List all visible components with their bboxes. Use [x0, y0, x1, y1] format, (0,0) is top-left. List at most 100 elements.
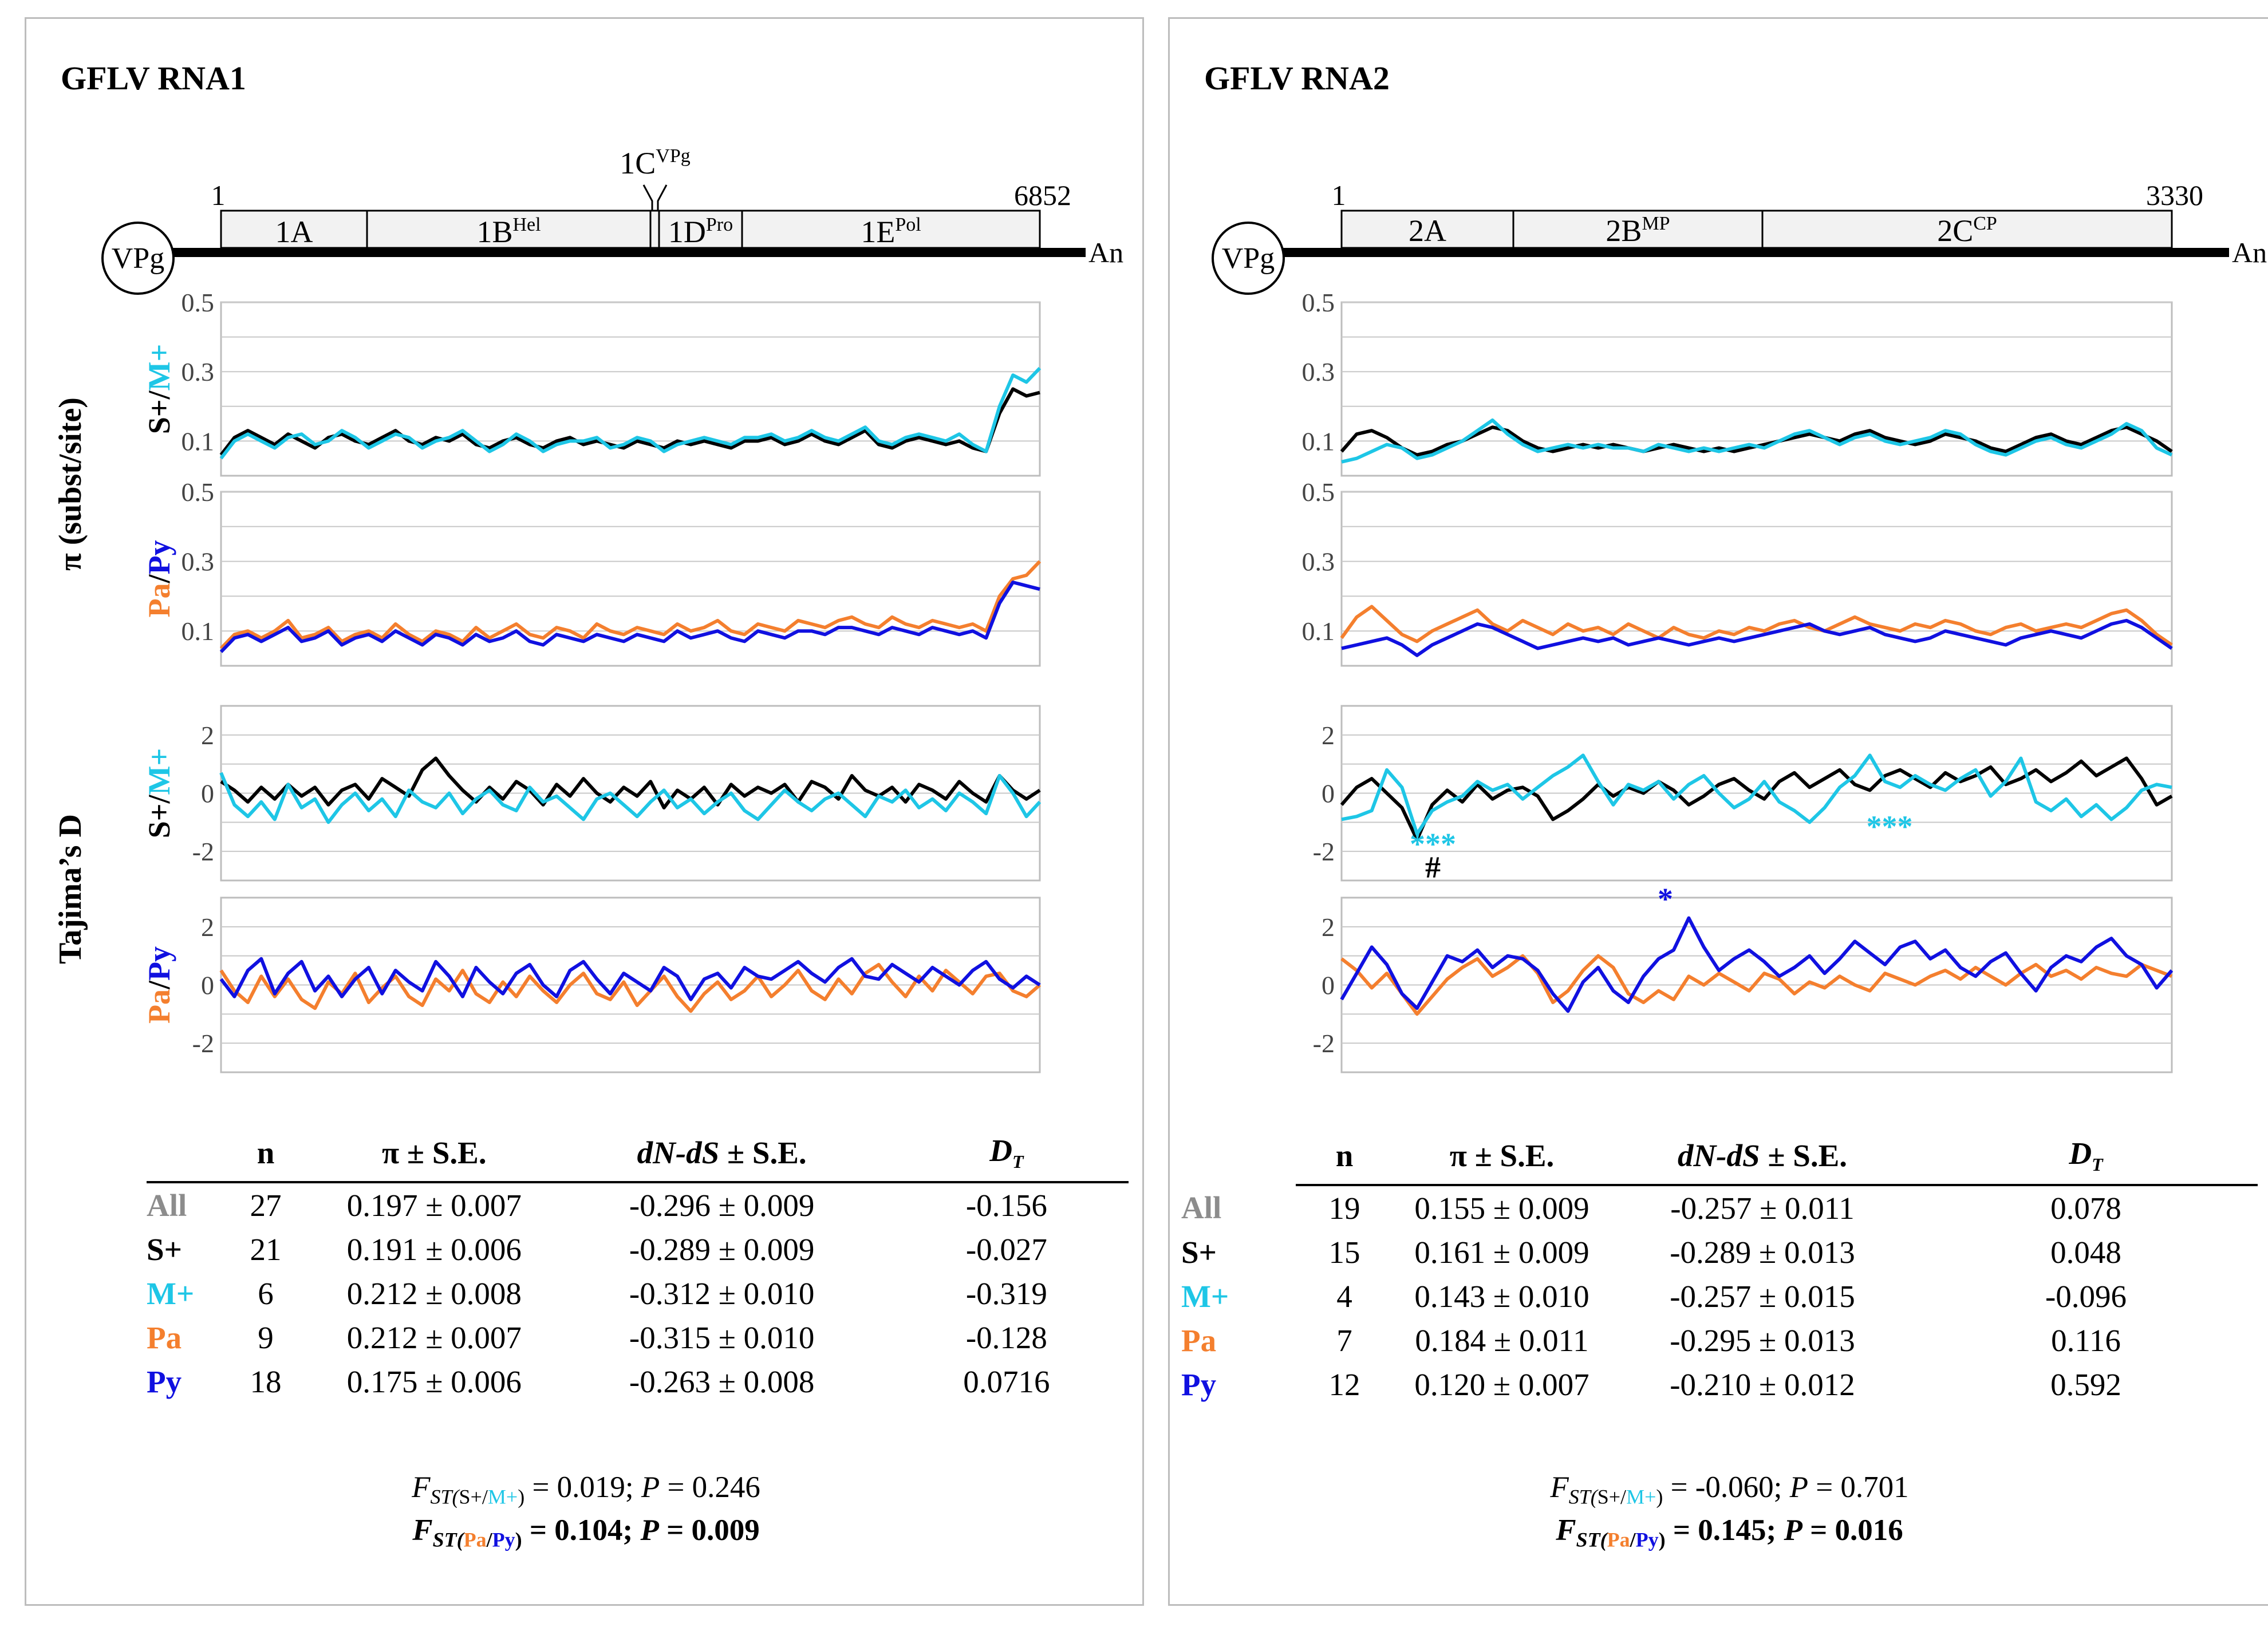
group-label: All [1181, 1190, 1222, 1225]
series-line-py [1341, 619, 2173, 657]
stats-table: n π ± S.E. dN-dS ± S.E. DT All 19 0.155 ± … [1181, 1127, 2258, 1407]
plot-frame [1340, 301, 2173, 477]
table-header-n: n [1296, 1127, 1393, 1186]
table-row: Py 18 0.175 ± 0.006 -0.263 ± 0.008 0.0716 [147, 1360, 1129, 1404]
cell-pi: 0.175 ± 0.006 [346, 1364, 522, 1399]
table-header-pi: π ± S.E. [309, 1124, 559, 1183]
fst-part-slash: / [1630, 1528, 1636, 1551]
table-header-dnds: dN-dS ± S.E. [1611, 1127, 1914, 1186]
cell-dnds: -0.312 ± 0.010 [629, 1276, 815, 1311]
vpg-label: VPg [112, 242, 164, 275]
cell-n: 4 [1336, 1279, 1352, 1314]
fst-part-pair-b: M+ [1626, 1485, 1656, 1508]
row-label: Pa/Py [142, 946, 176, 1024]
y-tick-label: 2 [1322, 913, 1335, 942]
cell-n: 27 [250, 1188, 282, 1223]
y-tick-label: 2 [1322, 721, 1335, 750]
y-tick-label: 0.3 [182, 357, 215, 386]
fst-line-s-m: FST(S+/M+) = 0.019; P = 0.246 [26, 1470, 1146, 1509]
y-tick-label: -2 [1313, 1029, 1335, 1058]
vpg-circle [1212, 222, 1285, 295]
fst-part-p-label: P [641, 1471, 660, 1504]
fst-part-pair-a: S+ [459, 1485, 482, 1508]
fst-part-value: = -0.060; [1663, 1471, 1790, 1504]
row-label: Pa/Py [142, 540, 176, 617]
cell-pi: 0.161 ± 0.009 [1414, 1235, 1589, 1270]
y-tick-label: -2 [192, 1029, 214, 1058]
cell-n: 21 [250, 1232, 282, 1267]
fst-part-sub-b: ) [1658, 1528, 1666, 1551]
significance-marker: # [1425, 850, 1441, 884]
y-tick-label: 0.5 [182, 477, 215, 507]
series-line-py [219, 957, 1041, 1001]
series-line-mplus [219, 367, 1042, 460]
plot-frame [220, 301, 1041, 477]
fst-part-p-label: P [1789, 1471, 1809, 1504]
y-tick-label: 0.3 [182, 547, 215, 576]
y-tick-label: 0.1 [182, 427, 215, 456]
plot-row: 2 0 -2 [192, 897, 1041, 1073]
y-tick-label: 0.5 [1302, 477, 1335, 507]
group-label: S+ [147, 1232, 182, 1267]
segment-label: 1A [275, 215, 313, 249]
fst-part-value: = 0.104; [522, 1514, 641, 1547]
series-line-mplus [219, 772, 1042, 824]
table-row: All 19 0.155 ± 0.009 -0.257 ± 0.011 0.078 [1181, 1185, 2258, 1230]
plot-row: 0.5 0.3 0.1 [182, 288, 1042, 477]
y-tick-label: -2 [192, 837, 214, 866]
cell-dt: 0.078 [2050, 1191, 2121, 1226]
y-tick-label: 0 [201, 779, 214, 808]
plot-row: 0.5 0.3 0.1 [1302, 288, 2173, 477]
y-tick-label: 0.1 [182, 617, 215, 646]
table-row: M+ 4 0.143 ± 0.010 -0.257 ± 0.015 -0.096 [1181, 1274, 2258, 1318]
y-tick-label: 0.3 [1302, 547, 1335, 576]
cell-n: 12 [1328, 1367, 1360, 1402]
fst-part-pair-b: Py [492, 1528, 515, 1551]
table-header-pi: π ± S.E. [1393, 1127, 1611, 1186]
cell-dnds: -0.289 ± 0.013 [1670, 1235, 1855, 1270]
segment-label: 2A [1409, 214, 1446, 248]
fst-part-prefix: F [1550, 1471, 1569, 1504]
cell-dt: 0.048 [2050, 1235, 2121, 1270]
y-tick-label: -2 [1313, 837, 1335, 866]
table-row: M+ 6 0.212 ± 0.008 -0.312 ± 0.010 -0.319 [147, 1271, 1129, 1316]
fst-part-prefix: F [1556, 1514, 1576, 1547]
fst-part-p-label: P [640, 1514, 659, 1547]
group-label: M+ [1181, 1279, 1229, 1314]
cell-dt: 0.116 [2051, 1323, 2121, 1358]
cell-n: 7 [1336, 1323, 1352, 1358]
group-label-pi: π (subst/site) [53, 397, 88, 571]
cell-n: 18 [250, 1364, 282, 1399]
series-line-splus [220, 756, 1041, 809]
fst-part-value: = 0.019; [524, 1471, 641, 1504]
fst-part-p-value: = 0.701 [1808, 1471, 1909, 1504]
segment-label: 2BMP [1606, 213, 1670, 248]
y-tick-label: 0.5 [1302, 288, 1335, 317]
cell-dt: -0.027 [965, 1232, 1047, 1267]
fst-part-pair-a: S+ [1597, 1485, 1621, 1508]
segment-label: 2CCP [1937, 213, 1997, 248]
y-tick-label: 0.1 [1302, 427, 1335, 456]
group-label: Pa [1181, 1323, 1217, 1358]
y-tick-label: 2 [201, 721, 214, 750]
vpg-callout-label: 1CVPg [620, 145, 691, 180]
fst-part-p-label: P [1784, 1514, 1802, 1547]
fst-part-pair-b: M+ [487, 1485, 518, 1508]
poly-a-tail-label: An [1088, 236, 1123, 268]
series-line-splus [1340, 756, 2173, 842]
fst-part-p-value: = 0.009 [658, 1514, 760, 1547]
cell-dnds: -0.210 ± 0.012 [1670, 1367, 1855, 1402]
vpg-callout-bracket [642, 184, 668, 211]
table-row: Py 12 0.120 ± 0.007 -0.210 ± 0.012 0.592 [1181, 1363, 2258, 1407]
genome-end-label: 3330 [2146, 179, 2203, 211]
significance-marker: * [1658, 882, 1673, 916]
cell-n: 9 [258, 1320, 274, 1355]
table-header-n: n [222, 1124, 310, 1183]
genome-start-label: 1 [211, 179, 226, 211]
y-tick-label: 0.5 [182, 288, 215, 317]
series-line-mplus [1341, 753, 2172, 836]
significance-marker: *** [1410, 827, 1456, 861]
cell-dnds: -0.296 ± 0.009 [629, 1188, 815, 1223]
cell-dt: 0.0716 [963, 1364, 1050, 1399]
